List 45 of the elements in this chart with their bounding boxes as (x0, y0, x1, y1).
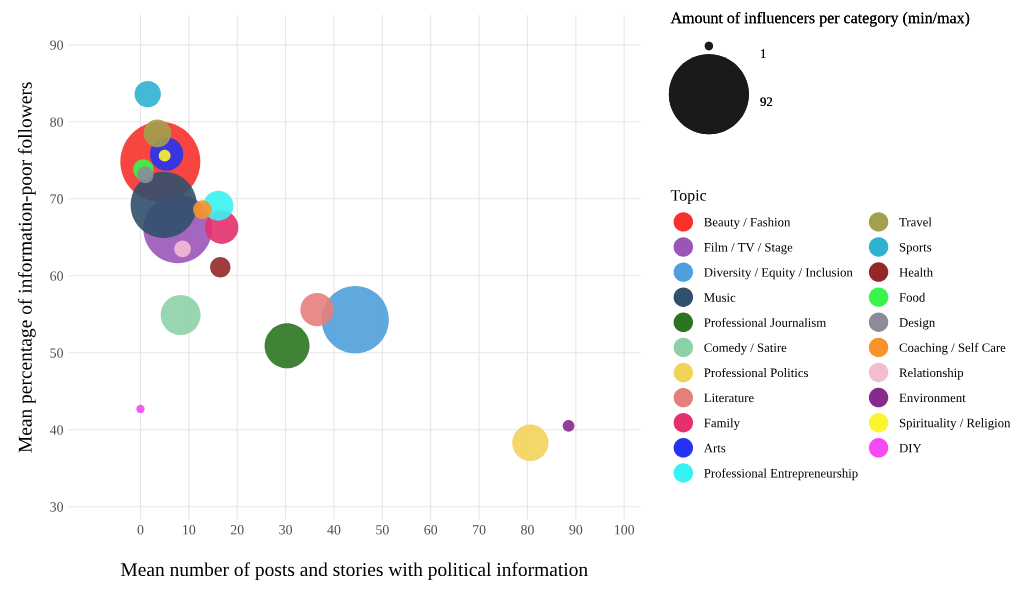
y-axis-title: Mean percentage of information-poor followers (17, 82, 36, 453)
legend-label: Family (704, 418, 740, 430)
legend-label: Environment (899, 393, 966, 403)
legend-title: Topic (670, 190, 707, 204)
x-tick-label: 50 (376, 525, 389, 535)
x-tick-label: 70 (473, 525, 486, 535)
legend-label: Comedy / Satire (704, 343, 787, 355)
legend-label: Professional Entrepreneurship (704, 468, 858, 481)
x-tick-label: 100 (615, 525, 635, 535)
legend-label: Sports (899, 242, 932, 255)
x-tick-label: 0 (137, 525, 144, 535)
legend-label: Professional Journalism (704, 317, 827, 327)
legend-label: Professional Politics (704, 367, 809, 378)
y-tick-label: 30 (50, 502, 64, 512)
y-tick-label: 50 (50, 348, 64, 358)
legend-label: Relationship (899, 368, 964, 380)
x-tick-label: 30 (279, 525, 293, 535)
y-tick-label: 40 (49, 425, 64, 435)
x-tick-label: 60 (424, 525, 438, 535)
y-tick-label: 90 (50, 40, 64, 50)
legend-label: Literature (704, 393, 754, 403)
x-tick-label: 10 (183, 525, 196, 535)
x-axis-title: Mean number of posts and stories with political information (121, 562, 588, 581)
legend-label: 92 (760, 97, 773, 107)
legend-label: DIY (899, 443, 922, 453)
legend-label: Music (704, 293, 736, 302)
y-tick-label: 80 (50, 117, 64, 127)
legend-label: Arts (703, 443, 726, 453)
legend-label: Spirituality / Religion (899, 418, 1011, 430)
y-tick-label: 70 (50, 194, 64, 204)
x-tick-label: 20 (230, 525, 244, 535)
legend-label: Design (899, 318, 936, 330)
legend-label: Film / TV / Stage (704, 242, 793, 255)
text: Amount of influencers per category (min/max) (670, 11, 970, 27)
y-tick-label: 60 (50, 271, 64, 281)
legend-label: Health (899, 267, 933, 277)
legend-label: 1 (761, 49, 766, 58)
legend-label: Coaching / Self Care (899, 342, 1006, 355)
legend-label: Food (899, 292, 926, 302)
x-tick-label: 80 (521, 525, 534, 535)
x-tick-label: 90 (569, 525, 583, 535)
x-tick-label: 40 (327, 525, 341, 535)
legend-label: Beauty / Fashion (704, 217, 791, 230)
legend-label: Travel (899, 217, 932, 227)
legend-label: Diversity / Equity / Inclusion (704, 267, 853, 280)
